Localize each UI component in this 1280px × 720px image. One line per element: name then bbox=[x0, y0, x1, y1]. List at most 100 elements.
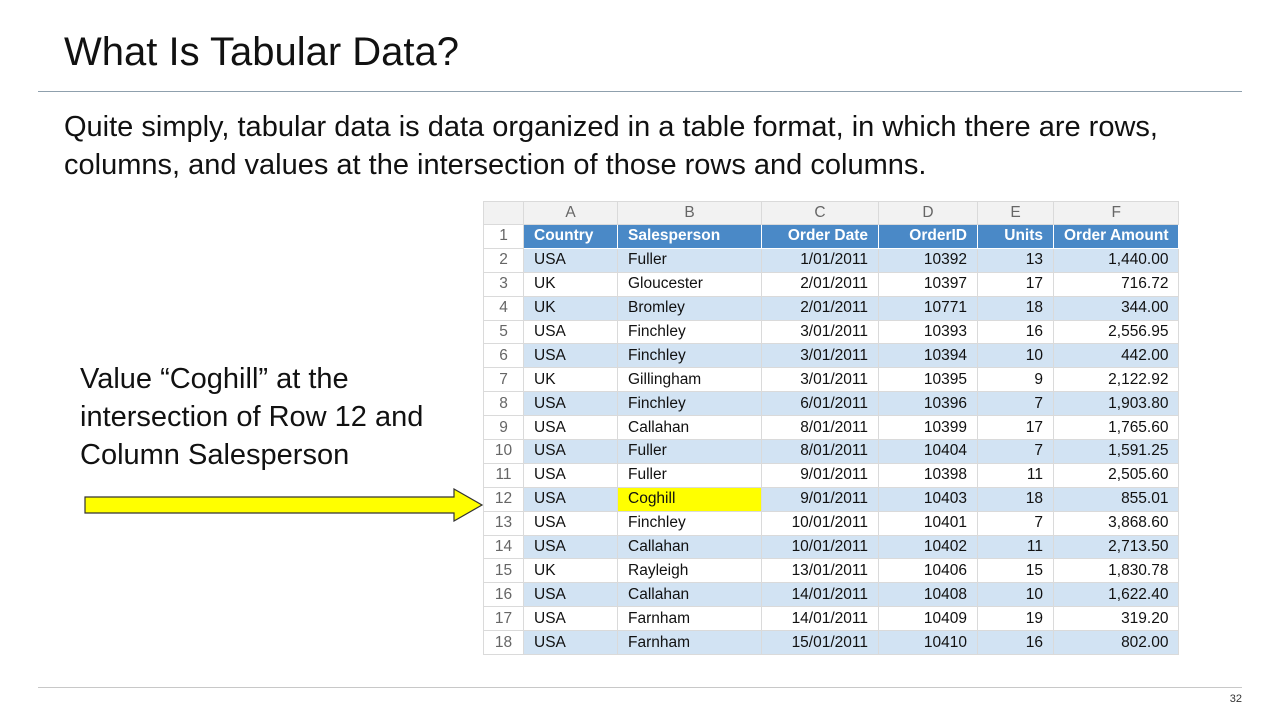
cell-country: USA bbox=[523, 415, 618, 441]
header-row: 1 Country Salesperson Order Date OrderID Unit… bbox=[483, 224, 1180, 249]
cell-salesperson: Finchley bbox=[617, 510, 762, 536]
cell-order-date: 14/01/2011 bbox=[761, 606, 879, 632]
sheet-corner bbox=[483, 201, 524, 225]
cell-units: 18 bbox=[977, 486, 1054, 512]
cell-units: 7 bbox=[977, 510, 1054, 536]
table-row: 7 UK Gillingham 3/01/2011 10395 9 2,122.92 bbox=[483, 367, 1180, 393]
cell-order-date: 2/01/2011 bbox=[761, 295, 879, 321]
row-number: 13 bbox=[483, 510, 524, 536]
cell-salesperson: Finchley bbox=[617, 343, 762, 369]
cell-salesperson: Bromley bbox=[617, 295, 762, 321]
table-row: 9 USA Callahan 8/01/2011 10399 17 1,765.60 bbox=[483, 415, 1180, 441]
table-row: 12 USA Coghill 9/01/2011 10403 18 855.01 bbox=[483, 486, 1180, 512]
cell-order-id: 10402 bbox=[878, 534, 978, 560]
table-row: 4 UK Bromley 2/01/2011 10771 18 344.00 bbox=[483, 295, 1180, 321]
cell-order-amount: 442.00 bbox=[1052, 343, 1180, 369]
cell-order-date: 2/01/2011 bbox=[761, 271, 879, 297]
cell-salesperson: Rayleigh bbox=[617, 558, 762, 584]
cell-units: 19 bbox=[977, 606, 1054, 632]
column-letter-c: C bbox=[761, 201, 879, 225]
cell-units: 10 bbox=[977, 343, 1054, 369]
cell-order-amount: 1,830.78 bbox=[1052, 558, 1180, 584]
cell-order-id: 10771 bbox=[878, 295, 978, 321]
row-number: 5 bbox=[483, 319, 524, 345]
cell-country: UK bbox=[523, 558, 618, 584]
cell-country: UK bbox=[523, 367, 618, 393]
table-row: 13 USA Finchley 10/01/2011 10401 7 3,868.60 bbox=[483, 510, 1180, 536]
header-order-amount: Order Amount bbox=[1052, 224, 1180, 249]
row-number: 3 bbox=[483, 271, 524, 297]
cell-country: USA bbox=[523, 606, 618, 632]
cell-country: USA bbox=[523, 462, 618, 488]
cell-units: 7 bbox=[977, 391, 1054, 417]
cell-units: 13 bbox=[977, 247, 1054, 273]
cell-order-amount: 1,903.80 bbox=[1052, 391, 1180, 417]
table-row: 6 USA Finchley 3/01/2011 10394 10 442.00 bbox=[483, 343, 1180, 369]
cell-salesperson: Finchley bbox=[617, 391, 762, 417]
cell-order-date: 13/01/2011 bbox=[761, 558, 879, 584]
row-number: 14 bbox=[483, 534, 524, 560]
row-number: 12 bbox=[483, 486, 524, 512]
row-number: 6 bbox=[483, 343, 524, 369]
cell-order-id: 10392 bbox=[878, 247, 978, 273]
cell-order-id: 10408 bbox=[878, 582, 978, 608]
cell-order-amount: 2,505.60 bbox=[1052, 462, 1180, 488]
cell-order-amount: 319.20 bbox=[1052, 606, 1180, 632]
cell-order-id: 10397 bbox=[878, 271, 978, 297]
cell-salesperson: Finchley bbox=[617, 319, 762, 345]
row-number: 4 bbox=[483, 295, 524, 321]
cell-order-date: 9/01/2011 bbox=[761, 462, 879, 488]
row-number: 2 bbox=[483, 247, 524, 273]
cell-salesperson: Farnham bbox=[617, 630, 762, 656]
cell-order-id: 10395 bbox=[878, 367, 978, 393]
table-row: 16 USA Callahan 14/01/2011 10408 10 1,622.40 bbox=[483, 582, 1180, 608]
footer-divider bbox=[38, 687, 1242, 688]
cell-country: USA bbox=[523, 343, 618, 369]
cell-order-amount: 2,556.95 bbox=[1052, 319, 1180, 345]
cell-order-amount: 802.00 bbox=[1052, 630, 1180, 656]
cell-country: USA bbox=[523, 247, 618, 273]
cell-order-date: 8/01/2011 bbox=[761, 439, 879, 464]
cell-order-amount: 855.01 bbox=[1052, 486, 1180, 512]
cell-country: USA bbox=[523, 582, 618, 608]
spreadsheet-table: A B C D E F 1 Country Salesperson Order Date Order… bbox=[483, 201, 1180, 656]
cell-country: USA bbox=[523, 630, 618, 656]
cell-salesperson: Callahan bbox=[617, 582, 762, 608]
column-letter-a: A bbox=[523, 201, 618, 225]
table-row: 2 USA Fuller 1/01/2011 10392 13 1,440.00 bbox=[483, 247, 1180, 273]
cell-order-amount: 2,713.50 bbox=[1052, 534, 1180, 560]
row-number: 15 bbox=[483, 558, 524, 584]
table-row: 14 USA Callahan 10/01/2011 10402 11 2,713.50 bbox=[483, 534, 1180, 560]
title-divider bbox=[38, 91, 1242, 92]
cell-order-id: 10399 bbox=[878, 415, 978, 441]
header-country: Country bbox=[523, 224, 618, 249]
cell-order-date: 14/01/2011 bbox=[761, 582, 879, 608]
cell-order-amount: 2,122.92 bbox=[1052, 367, 1180, 393]
cell-order-amount: 344.00 bbox=[1052, 295, 1180, 321]
cell-country: USA bbox=[523, 391, 618, 417]
cell-order-id: 10401 bbox=[878, 510, 978, 536]
row-number: 8 bbox=[483, 391, 524, 417]
cell-units: 11 bbox=[977, 462, 1054, 488]
column-letter-f: F bbox=[1052, 201, 1180, 225]
cell-country: USA bbox=[523, 319, 618, 345]
row-number: 17 bbox=[483, 606, 524, 632]
cell-units: 15 bbox=[977, 558, 1054, 584]
column-letter-e: E bbox=[977, 201, 1054, 225]
page-number: 32 bbox=[1229, 693, 1242, 705]
cell-salesperson: Fuller bbox=[617, 247, 762, 273]
cell-order-id: 10393 bbox=[878, 319, 978, 345]
cell-order-date: 6/01/2011 bbox=[761, 391, 879, 417]
cell-salesperson: Fuller bbox=[617, 439, 762, 464]
header-order-date: Order Date bbox=[761, 224, 879, 249]
row-number: 10 bbox=[483, 439, 524, 464]
cell-units: 9 bbox=[977, 367, 1054, 393]
header-order-id: OrderID bbox=[878, 224, 978, 249]
cell-units: 18 bbox=[977, 295, 1054, 321]
cell-units: 7 bbox=[977, 439, 1054, 464]
cell-salesperson: Gloucester bbox=[617, 271, 762, 297]
cell-order-id: 10406 bbox=[878, 558, 978, 584]
table-row: 5 USA Finchley 3/01/2011 10393 16 2,556.95 bbox=[483, 319, 1180, 345]
arrow-shape bbox=[84, 488, 484, 522]
row-number: 18 bbox=[483, 630, 524, 656]
